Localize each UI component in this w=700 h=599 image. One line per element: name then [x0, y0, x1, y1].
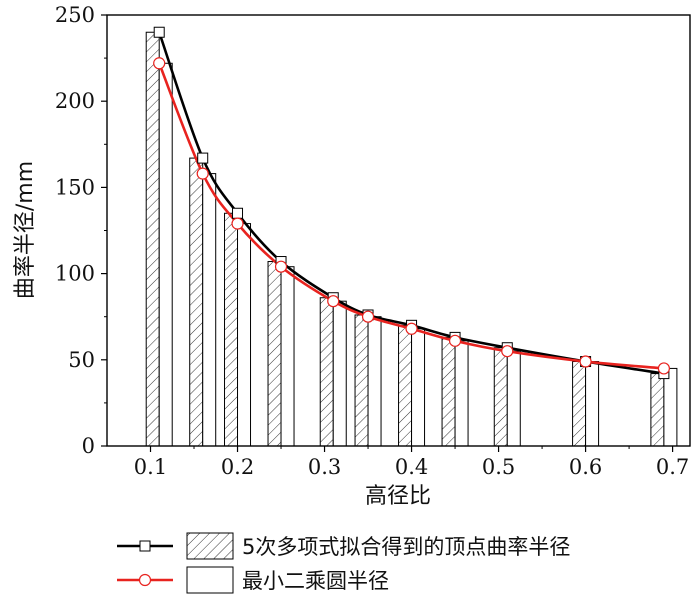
bar-series-2 — [332, 300, 347, 447]
y-tick-label: 0 — [82, 434, 95, 458]
point-series-2 — [501, 345, 514, 358]
bar-series-1 — [145, 31, 160, 447]
line-layer — [153, 26, 670, 380]
y-tick-label: 250 — [55, 3, 95, 27]
y-tick-label: 150 — [55, 175, 95, 199]
bar-series-1 — [224, 212, 239, 447]
x-tick-label: 0.7 — [656, 455, 689, 479]
bar-series-1 — [441, 336, 456, 447]
bar-series-2 — [454, 340, 469, 447]
point-series-1 — [197, 152, 209, 164]
legend: 5次多项式拟合得到的顶点曲率半径 最小二乘圆半径 — [117, 532, 570, 594]
point-series-1 — [232, 207, 244, 219]
bar-series-2 — [411, 328, 426, 447]
legend-swatch-series-2 — [186, 566, 234, 594]
point-series-2 — [231, 217, 244, 230]
bar-series-1 — [650, 373, 665, 447]
bar-series-2 — [663, 367, 678, 447]
axes: 0.1 0.2 0.3 0.4 0.5 0.6 0.7 0 50 100 150 200 250 — [55, 3, 689, 479]
bar-series-1 — [572, 361, 587, 447]
point-series-2 — [448, 334, 462, 347]
point-series-1 — [153, 26, 165, 38]
x-tick-label: 0.3 — [308, 455, 341, 479]
point-series-2 — [327, 295, 340, 308]
bar-series-1 — [267, 261, 282, 447]
point-series-2 — [405, 322, 418, 335]
x-tick-label: 0.1 — [134, 455, 167, 479]
x-tick-label: 0.2 — [221, 455, 254, 479]
y-axis-title: 曲率半径/mm — [13, 161, 38, 299]
bar-series-1 — [398, 324, 413, 447]
x-axis-title: 高径比 — [365, 484, 431, 509]
bar-series-2 — [237, 223, 252, 447]
bar-series-1 — [319, 297, 334, 447]
point-series-2 — [196, 167, 209, 180]
bar-series-1 — [354, 314, 369, 447]
bar-series-2 — [506, 350, 521, 447]
x-tick-label: 0.6 — [569, 455, 602, 479]
legend-label-series-2: 最小二乘圆半径 — [242, 569, 389, 593]
y-tick-label: 50 — [68, 348, 95, 372]
bar-series-2 — [158, 62, 173, 447]
bar-series-2 — [202, 173, 217, 447]
bar-layer — [145, 31, 678, 447]
x-tick-label: 0.5 — [482, 455, 515, 479]
bar-series-2 — [367, 316, 382, 447]
legend-marker-series-2 — [138, 573, 152, 587]
point-series-2 — [153, 57, 166, 70]
legend-marker-series-1 — [139, 540, 151, 552]
bar-series-1 — [493, 347, 508, 447]
y-tick-label: 100 — [55, 262, 95, 286]
bar-series-2 — [280, 266, 295, 447]
legend-label-series-1: 5次多项式拟合得到的顶点曲率半径 — [242, 535, 570, 559]
point-series-2 — [274, 260, 288, 273]
bar-series-2 — [585, 361, 600, 447]
point-series-2 — [361, 310, 375, 323]
y-tick-label: 200 — [55, 89, 95, 113]
legend-swatch-series-1 — [186, 532, 234, 560]
point-series-2 — [657, 362, 670, 375]
x-tick-label: 0.4 — [395, 455, 428, 479]
bar-series-1 — [189, 157, 204, 447]
point-series-2 — [579, 355, 592, 368]
